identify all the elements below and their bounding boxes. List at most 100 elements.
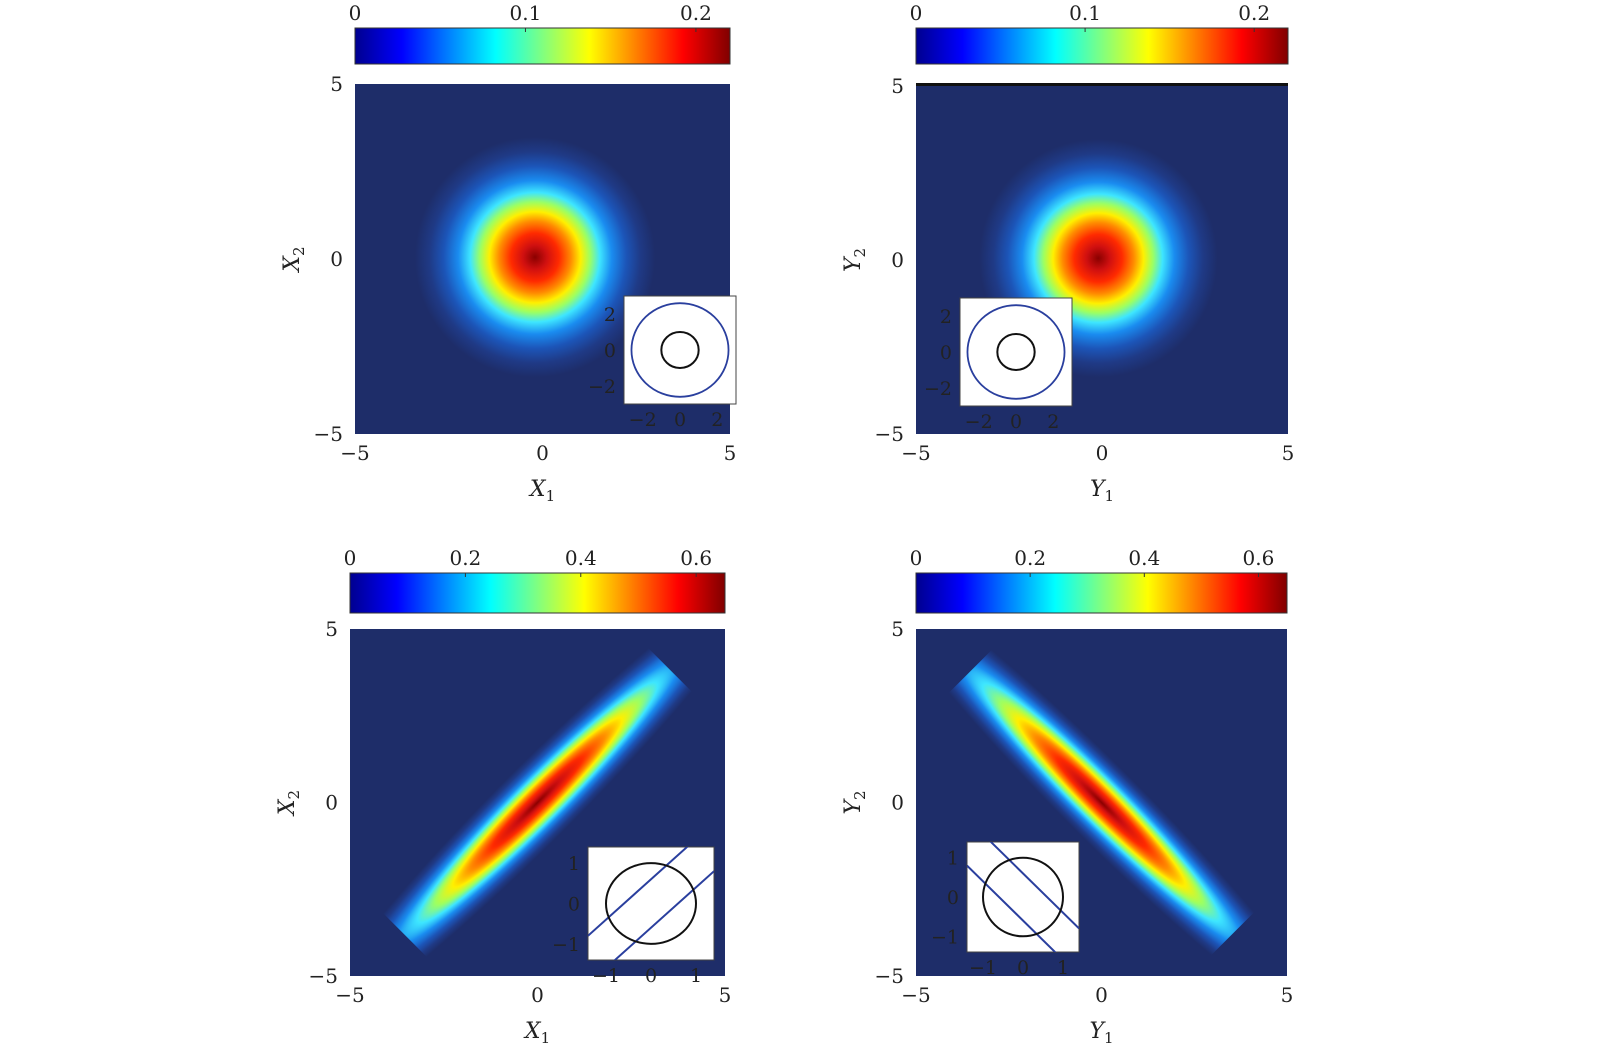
y-tick-label: −5 [309,964,338,988]
inset: −2 0 2 −2 0 2 [588,295,737,431]
colorbar [915,27,1289,65]
colorbar-tick-label: 0.2 [680,1,712,25]
x-tick-label: 5 [724,441,737,465]
inset-y-tick-label: 2 [604,304,616,326]
y-tick-label: 5 [325,617,338,641]
x-tick-label: 5 [1282,441,1295,465]
x-axis-label-subscript: 1 [1104,1029,1114,1047]
x-tick-label: −5 [901,983,930,1007]
y-tick-label: 0 [891,791,904,815]
inset-y-tick-label: 0 [947,887,959,909]
y-axis-label: X2 [275,790,303,817]
inset-y-tick-label: −1 [552,934,580,956]
y-tick-label: 5 [891,74,904,98]
colorbar-tick-label: 0.2 [1014,546,1046,570]
inset-x-tick-label: −1 [969,957,997,979]
plot-top-edge [916,83,1288,86]
colorbar [349,572,726,614]
x-axis-label-main: Y [1089,1019,1106,1044]
y-tick-label: 5 [891,617,904,641]
inset-y-tick-label: 2 [940,306,952,328]
y-axis-label-main: Y [841,798,866,815]
x-axis-label-main: Y [1090,477,1107,502]
y-tick-label: −5 [875,964,904,988]
y-axis-label-subscript: 2 [851,248,869,258]
colorbar-tick-label: 0 [910,1,923,25]
colorbar-tick-label: 0 [344,546,357,570]
inset-y-tick-label: −1 [931,926,959,948]
x-axis-label: X1 [523,1019,550,1047]
colorbar [915,572,1288,614]
x-tick-label: 5 [1281,983,1294,1007]
inset-black-circle [660,331,700,369]
x-tick-label: −5 [335,983,364,1007]
colorbar-tick-label: 0.2 [1238,1,1270,25]
y-axis-label-main: X [280,255,305,274]
y-axis-label-subscript: 2 [851,790,869,800]
inset-frame [587,846,715,961]
x-tick-label: 0 [536,441,549,465]
y-tick-label: −5 [314,422,343,446]
inset-x-tick-label: 0 [645,965,657,987]
inset-x-tick-label: 0 [1010,411,1022,433]
y-axis-label: X2 [280,246,308,273]
x-axis-label: Y1 [1090,477,1114,505]
inset-x-tick-label: 0 [1017,957,1029,979]
colorbar-tick-label: 0.4 [565,546,597,570]
colorbar [354,27,731,65]
colorbar-tick-label: 0.1 [510,1,542,25]
y-axis-label-subscript: 2 [285,790,303,800]
inset-y-tick-label: 0 [940,342,952,364]
inset: −1 0 1 −1 0 1 [931,841,1080,979]
y-axis-label: Y2 [841,248,869,272]
x-axis-label: Y1 [1089,1019,1113,1047]
inset-x-tick-label: −2 [965,411,993,433]
inset-x-tick-label: 1 [1057,957,1069,979]
inset-black-circle [996,333,1036,371]
x-tick-label: 0 [1095,983,1108,1007]
y-tick-label: 0 [325,791,338,815]
inset-black-circle [605,862,697,945]
inset-frame [623,295,737,405]
x-axis-label-subscript: 1 [1104,487,1114,505]
y-axis-label: Y2 [841,790,869,814]
x-axis-label: X1 [528,477,555,505]
x-tick-label: −5 [340,441,369,465]
y-tick-label: 0 [330,247,343,271]
colorbar-tick-label: 0.6 [1243,546,1275,570]
colorbar-tick-label: 0.4 [1128,546,1160,570]
inset-y-tick-label: −2 [588,376,616,398]
y-axis-label-main: X [275,798,300,817]
inset-x-tick-label: 1 [690,965,702,987]
x-tick-label: 0 [1096,441,1109,465]
inset-frame [966,841,1080,953]
inset-blue-circle [966,304,1066,400]
inset-black-circle [982,856,1064,938]
y-tick-label: 0 [891,248,904,272]
x-tick-label: 0 [531,983,544,1007]
panel-top-left: 0 0.1 0.2 −5 0 5 −5 0 5 X1 X2 −2 0 2 −2 0 2 [280,1,737,505]
y-tick-label: 5 [330,72,343,96]
y-tick-label: −5 [875,422,904,446]
inset-blue-circle [630,302,730,398]
inset: −2 0 2 −2 0 2 [924,297,1073,433]
inset-x-tick-label: 2 [711,409,723,431]
inset-y-tick-label: 1 [568,853,580,875]
y-axis-label-main: Y [841,255,866,272]
x-axis-label-subscript: 1 [541,1029,551,1047]
x-axis-label-main: X [528,477,547,502]
x-axis-label-main: X [523,1019,542,1044]
colorbar-tick-label: 0 [910,546,923,570]
colorbar-tick-label: 0.1 [1069,1,1101,25]
inset-y-tick-label: 0 [604,340,616,362]
density-blob [415,137,655,378]
density-blob [881,582,1322,1023]
colorbar-tick-label: 0 [349,1,362,25]
inset: −1 0 1 −1 0 1 [552,846,715,987]
inset-x-tick-label: −2 [629,409,657,431]
inset-x-tick-label: 0 [674,409,686,431]
inset-x-tick-label: 2 [1047,411,1059,433]
